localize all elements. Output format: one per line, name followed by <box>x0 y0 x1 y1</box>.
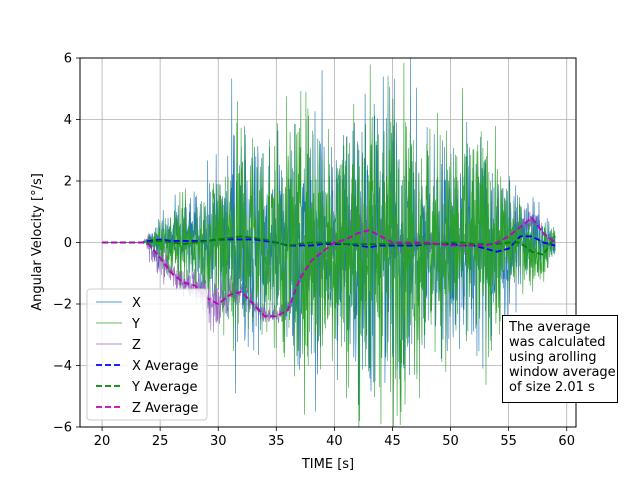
series-y-average-line <box>102 235 556 256</box>
x-tick-label: 35 <box>268 434 285 449</box>
legend-box <box>86 288 208 421</box>
legend-label-y: Y <box>131 317 140 332</box>
x-tick-label: 55 <box>500 434 517 449</box>
legend-label-z: Z <box>132 338 141 353</box>
y-tick-label: −6 <box>53 421 72 436</box>
annotation-line: The average <box>509 320 591 335</box>
x-tick-label: 45 <box>384 434 401 449</box>
annotation-line: of size 2.01 s <box>509 380 595 395</box>
y-tick-label: −4 <box>53 359 72 374</box>
legend-label-y-average: Y Average <box>131 380 197 395</box>
x-tick-label: 30 <box>210 434 227 449</box>
legend-label-x-average: X Average <box>132 359 198 374</box>
annotation-line: window average <box>509 365 616 380</box>
x-tick-label: 60 <box>558 434 575 449</box>
annotation-line: was calculated <box>509 335 606 350</box>
x-axis-label: TIME [s] <box>301 457 354 472</box>
y-tick-label: 2 <box>64 175 72 190</box>
annotation-box: The average was calculated using arollin… <box>502 315 618 403</box>
x-tick-label: 50 <box>442 434 459 449</box>
x-tick-label: 20 <box>94 434 111 449</box>
series-layer <box>102 58 556 427</box>
y-tick-label: 0 <box>64 236 72 251</box>
series-y-line <box>102 62 556 427</box>
legend-label-x: X <box>132 296 141 311</box>
series-x-average-line <box>102 235 556 253</box>
x-tick-label: 40 <box>326 434 343 449</box>
legend: XYZ X Average Y Average Z Average <box>86 288 208 421</box>
series-z-average-line <box>102 216 556 318</box>
y-tick-label: 6 <box>64 52 72 67</box>
y-axis-label: Angular Velocity [°/s] <box>30 173 45 311</box>
legend-label-z-average: Z Average <box>132 401 198 416</box>
y-tick-label: 4 <box>64 113 72 128</box>
axis-ticks: 20 25 30 35 40 45 50 55 60 −6 −4 −2 0 2 4 6 <box>53 52 575 450</box>
y-tick-label: −2 <box>53 298 72 313</box>
annotation-line: using arolling <box>509 350 597 365</box>
x-tick-label: 25 <box>152 434 169 449</box>
